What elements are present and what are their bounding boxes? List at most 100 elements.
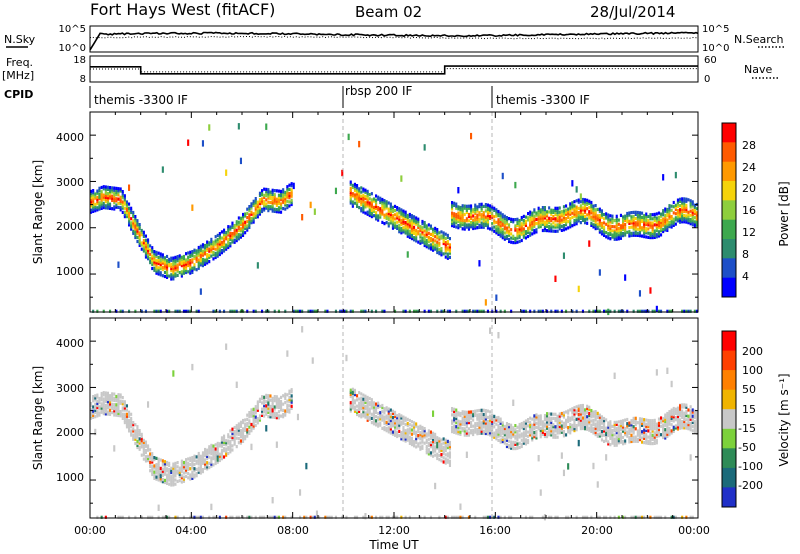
range-cell [619,432,623,436]
range-cell [655,229,658,233]
range-cell [233,438,236,442]
cpid-segment-2: rbsp 200 IF [345,84,412,98]
range-cell [512,434,515,438]
range-cell [267,206,270,211]
range-cell [558,223,561,227]
range-cell [474,224,477,228]
range-cell [681,216,684,220]
range-cell [442,235,445,239]
range-cell [567,215,570,220]
range-cell [641,234,644,238]
range-cell [408,215,411,219]
range-cell [520,432,523,436]
range-cell [256,419,259,423]
range-cell [590,409,593,413]
range-cell [201,453,205,457]
range-cell [655,218,658,222]
range-cell [351,194,354,198]
range-cell [613,427,616,431]
range-cell [166,469,169,473]
range-cell [252,309,255,313]
range-cell [94,402,97,406]
range-cell [208,249,211,253]
range-cell [592,412,595,416]
range-cell [662,431,665,435]
range-cell [649,427,652,431]
range-cell [377,214,380,218]
range-cell [527,418,530,422]
range-cell [261,197,264,201]
range-cell [531,423,534,427]
range-cell [636,231,639,235]
range-cell [442,445,445,449]
range-cell [220,249,224,253]
range-cell [486,203,490,207]
range-cell [132,437,135,441]
range-cell [636,223,639,227]
range-cell [138,225,141,229]
range-cell [605,222,608,226]
range-cell [527,434,530,438]
range-cell [537,215,540,219]
range-cell [250,515,253,519]
range-cell [628,211,631,215]
range-cell [516,442,519,446]
range-cell [174,482,177,486]
range-cell [425,245,428,249]
range-cell [170,479,173,483]
range-cell [461,429,464,433]
range-cell [269,200,272,205]
range-cell [201,451,205,455]
range-cell [550,223,553,227]
range-cell [503,220,506,225]
range-cell [104,395,107,399]
range-cell [499,432,502,436]
range-cell [210,450,213,454]
range-cell [166,475,169,479]
range-cell [351,192,354,196]
range-cell [254,417,257,421]
range-cell [263,206,266,210]
range-cell [463,212,466,217]
range-cell [520,228,523,232]
range-cell [527,438,530,443]
range-cell [225,243,228,247]
range-cell [125,416,129,420]
range-cell [543,424,547,428]
range-cell [535,213,538,217]
range-cell [499,228,502,232]
range-cell [109,398,112,402]
range-cell [121,408,124,412]
range-cell [208,455,211,459]
range-cell [554,210,557,215]
range-cell [128,425,131,429]
range-cell [662,433,665,437]
range-cell [372,422,376,426]
range-cell [579,414,582,418]
range-cell [263,408,266,412]
range-cell [275,203,278,207]
range-cell [187,139,190,146]
range-cell [643,430,646,434]
range-cell [383,409,386,413]
range-cell [223,230,226,234]
range-cell [575,199,578,203]
range-cell [168,482,171,486]
range-cell [581,420,585,424]
range-cell [630,211,633,215]
range-cell [423,441,426,445]
range-cell [182,257,186,261]
range-cell [273,199,276,203]
range-cell [172,269,175,273]
range-cell [248,213,251,217]
range-cell [387,211,390,215]
range-cell [273,411,276,415]
range-cell [142,247,145,251]
range-cell [394,433,397,437]
range-cell [662,174,665,181]
range-cell [478,213,481,217]
range-cell [573,206,576,210]
range-cell [242,429,245,433]
range-cell [269,409,272,413]
range-cell [157,470,160,474]
